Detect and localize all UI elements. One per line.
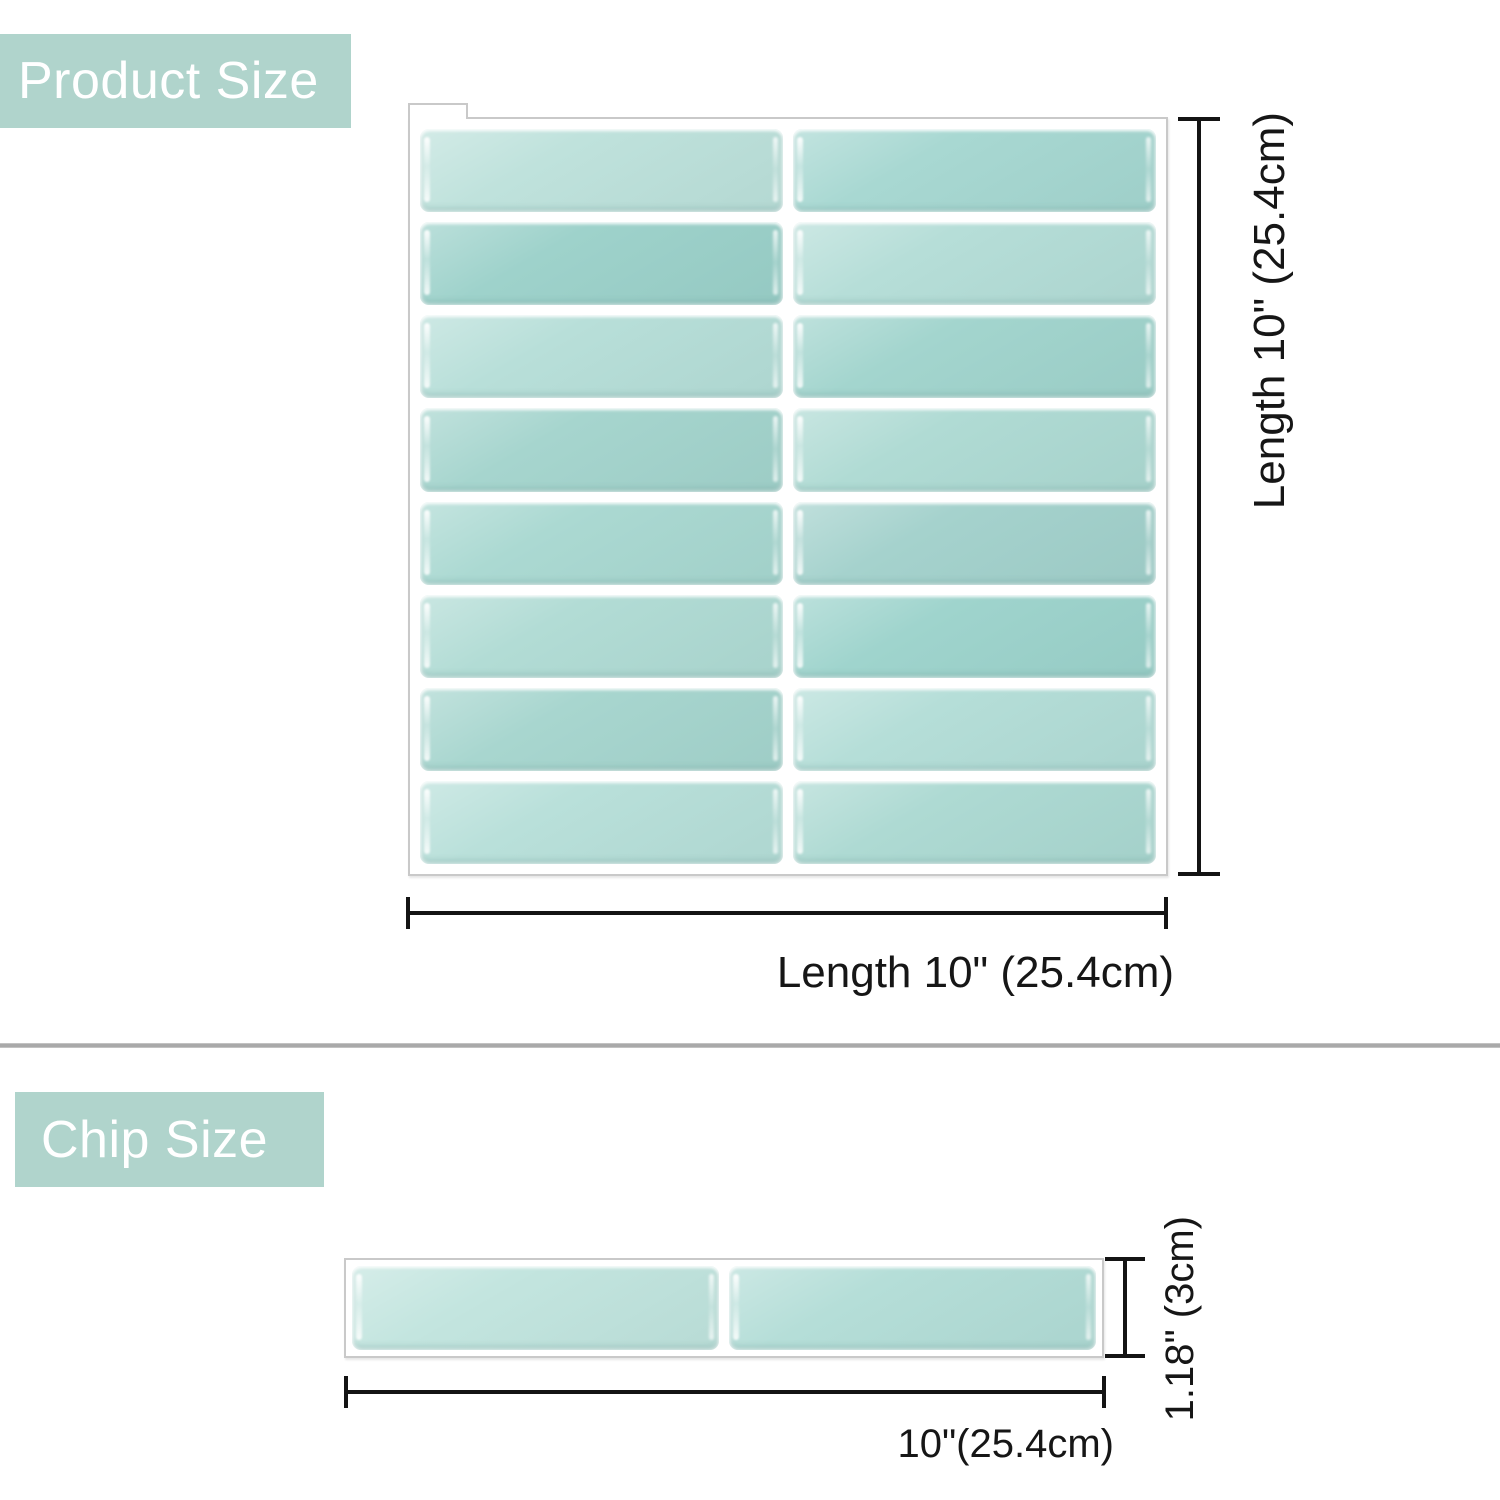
tile-panel [408,103,1168,876]
tile [420,780,783,864]
section-divider [0,1043,1500,1048]
tile [793,594,1156,678]
dimension-bar [344,1390,1106,1394]
tile [420,222,783,306]
chip-height-dimension-line [1105,1257,1145,1358]
chip-strip [344,1258,1104,1358]
tile [420,315,783,399]
dimension-bar [406,911,1168,915]
tile [793,687,1156,771]
tile [352,1266,719,1350]
tile-grid [410,119,1166,874]
product-size-label: Product Size [0,34,351,128]
product-size-label-text: Product Size [18,52,319,110]
dimension-bar [1123,1257,1127,1358]
tile [420,408,783,492]
tile [793,501,1156,585]
tile [793,222,1156,306]
tile [420,129,783,213]
panel-width-dimension-label: Length 10" (25.4cm) [776,948,1174,997]
panel-height-dimension-line [1178,117,1220,876]
tile [420,687,783,771]
chip-tile-grid [346,1260,1102,1356]
chip-width-dimension-label: 10"(25.4cm) [897,1422,1114,1466]
dimension-bar [1197,117,1201,876]
panel-width-dimension-line [406,897,1168,929]
chip-size-label-text: Chip Size [41,1110,269,1169]
tile [793,315,1156,399]
chip-width-dimension-line [344,1376,1106,1408]
tile [420,501,783,585]
chip-size-label: Chip Size [15,1092,324,1187]
dimension-cap [1102,1376,1106,1408]
backing-paper-tab [408,103,468,119]
panel-height-dimension-label: Length 10" (25.4cm) [1245,112,1294,510]
tile [793,780,1156,864]
dimension-cap [1178,872,1220,876]
tile [793,408,1156,492]
tile [793,129,1156,213]
dimension-cap [1105,1354,1145,1358]
chip-height-dimension-label: 1.18" (3cm) [1158,1216,1202,1422]
tile [420,594,783,678]
dimension-cap [1164,897,1168,929]
tile [729,1266,1096,1350]
